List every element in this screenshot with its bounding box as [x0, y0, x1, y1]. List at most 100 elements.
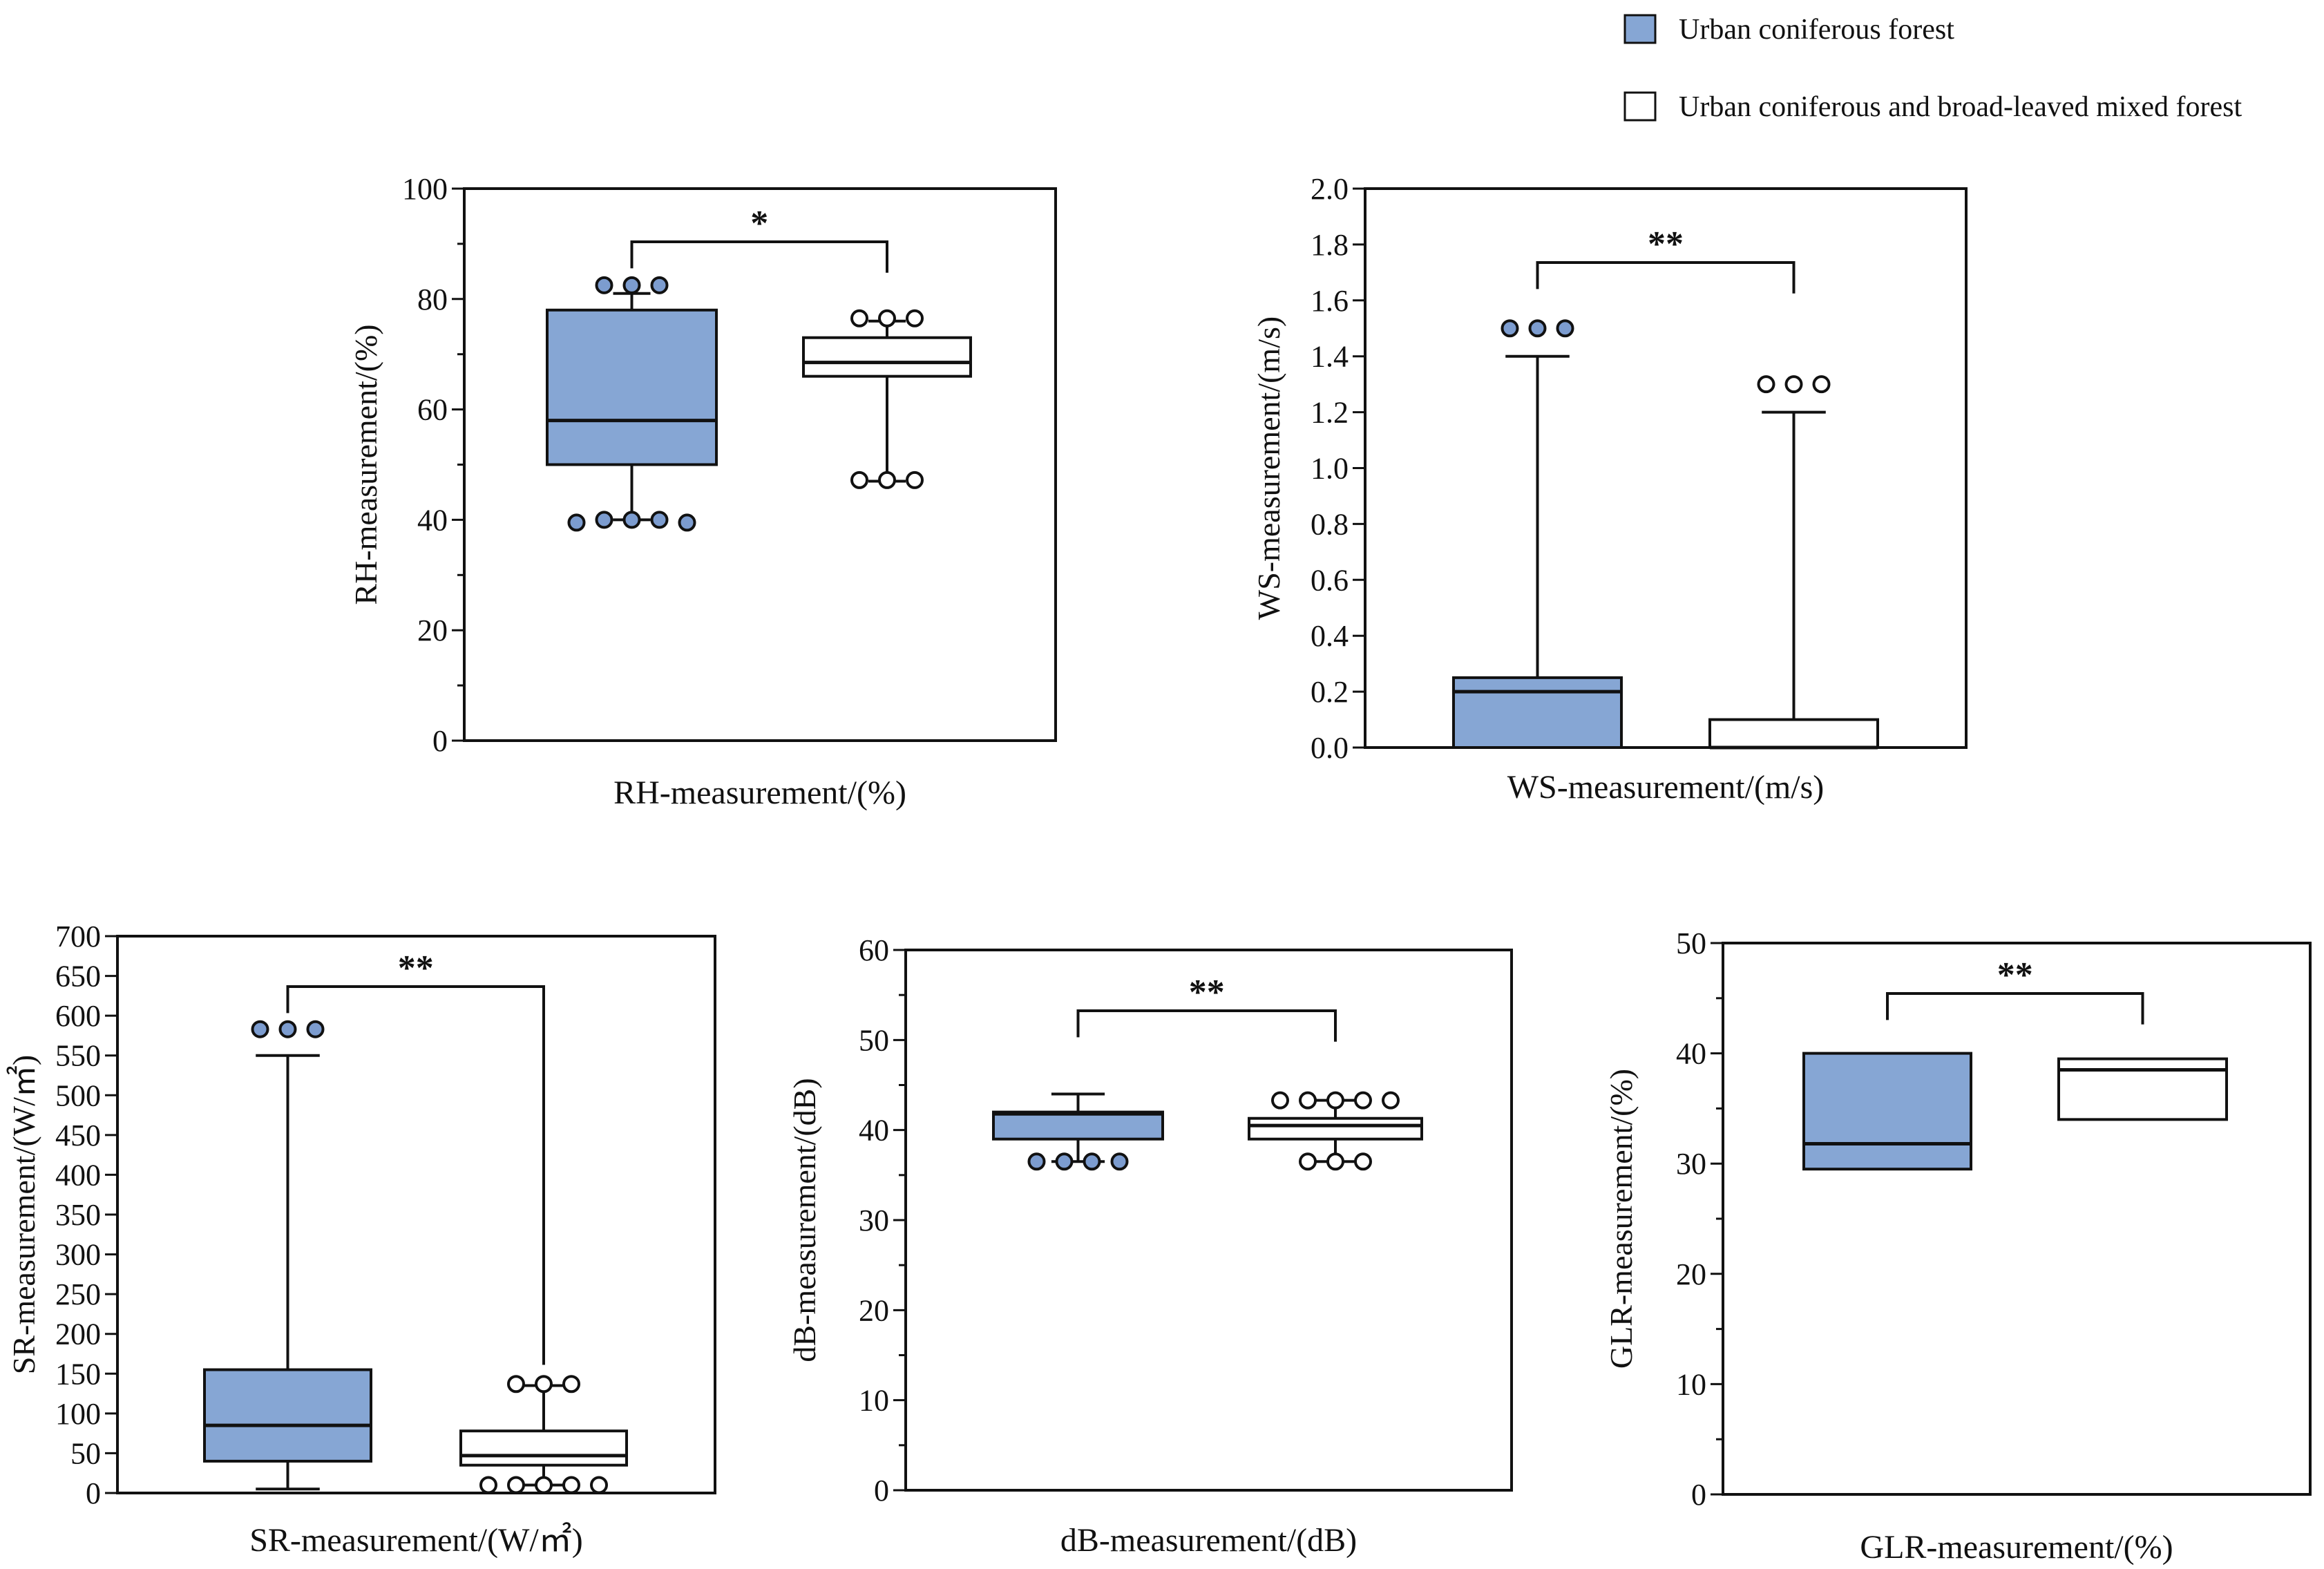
glr-box	[2057, 1057, 2228, 1121]
sr-y-tick-label: 600	[55, 999, 101, 1033]
db-y-tick-label: 50	[859, 1023, 889, 1057]
glr-y-tick-label: 10	[1676, 1367, 1706, 1401]
ws-significance-label: **	[1648, 225, 1684, 264]
sr-y-tick-label: 700	[55, 920, 101, 953]
sr-significance-label: **	[398, 949, 434, 988]
sr-y-tick-label: 250	[55, 1277, 101, 1311]
ws-y-tick-label: 0.8	[1311, 507, 1349, 541]
db-y-tick-label: 0	[874, 1474, 889, 1508]
rh-y-tick-label: 20	[417, 614, 448, 647]
db-outlier-point	[1354, 1152, 1372, 1171]
chart-ws: 0.0 0.2 0.4 0.6 0.8 1.0 1.2 1.4 1.6 1.8 2.0 WS-meas…	[1251, 172, 1968, 806]
rh-outlier-point	[906, 309, 924, 327]
db-y-tick-label: 20	[859, 1293, 889, 1327]
rh-x-axis-label: RH-measurement/(%)	[613, 774, 906, 811]
db-outlier-point	[1055, 1152, 1074, 1171]
sr-outlier-point	[590, 1476, 608, 1494]
rh-outlier-point	[595, 276, 613, 294]
ws-y-tick-label: 0.0	[1311, 731, 1349, 765]
db-outlier-point	[1299, 1152, 1317, 1171]
rh-y-tick-label: 60	[417, 393, 448, 427]
sr-y-axis-label: SR-measurement/(W/㎡)	[6, 1055, 41, 1374]
db-box	[1248, 1116, 1423, 1141]
sr-significance-bracket	[286, 985, 545, 1365]
sr-outlier-point	[562, 1375, 580, 1394]
chart-sr: 0 50 100 150 200 250 300 350 400 450 500 550 600 650 7…	[6, 920, 716, 1559]
ws-y-tick-label: 1.8	[1311, 228, 1349, 262]
sr-box-series-2	[459, 1375, 628, 1494]
glr-y-axis-label: GLR-measurement/(%)	[1603, 1069, 1639, 1369]
rh-box-series-1	[546, 276, 718, 532]
ws-y-axis-label: WS-measurement/(m/s)	[1251, 316, 1286, 620]
sr-y-tick-label: 550	[55, 1039, 101, 1073]
rh-outlier-point	[878, 309, 896, 327]
sr-y-tick-label: 0	[86, 1476, 101, 1510]
legend-swatch-coniferous	[1623, 14, 1657, 44]
db-outlier-point	[1083, 1152, 1101, 1171]
rh-y-tick-label: 80	[417, 283, 448, 316]
sr-outlier-point	[306, 1020, 325, 1038]
ws-outlier-point	[1556, 319, 1574, 338]
db-x-axis-label: dB-measurement/(dB)	[1060, 1522, 1357, 1559]
glr-y-tick-label: 20	[1676, 1257, 1706, 1291]
ws-box	[1708, 718, 1879, 750]
sr-y-tick-label: 450	[55, 1119, 101, 1152]
legend-swatch-mixed	[1623, 91, 1657, 122]
db-outlier-point	[1299, 1091, 1317, 1110]
ws-x-axis-label: WS-measurement/(m/s)	[1507, 769, 1825, 806]
rh-outlier-point	[622, 276, 641, 294]
sr-y-tick-label: 650	[55, 960, 101, 993]
db-y-tick-label: 40	[859, 1114, 889, 1148]
glr-y-tick-label: 50	[1676, 926, 1706, 960]
db-box-series-2	[1248, 1091, 1423, 1171]
rh-significance-bracket	[630, 240, 888, 273]
glr-plot-frame	[1722, 942, 2312, 1496]
sr-y-tick-label: 200	[55, 1318, 101, 1351]
ws-box	[1452, 676, 1623, 749]
sr-outlier-point	[278, 1020, 297, 1038]
rh-outlier-point	[595, 511, 613, 529]
rh-significance-label: *	[750, 204, 768, 243]
rh-outlier-point	[878, 470, 896, 489]
sr-outlier-point	[535, 1375, 553, 1394]
sr-outlier-point	[251, 1020, 269, 1038]
db-outlier-point	[1326, 1152, 1344, 1171]
sr-y-tick-label: 500	[55, 1078, 101, 1112]
sr-outlier-point	[562, 1476, 580, 1494]
ws-outlier-point	[1501, 319, 1519, 338]
chart-glr: 0 10 20 30 40 50 GLR-measurement/(%) GLR-measur…	[1603, 926, 2312, 1566]
ws-box-series-1	[1452, 319, 1623, 749]
rh-outlier-point	[850, 470, 868, 489]
ws-y-tick-label: 1.2	[1311, 396, 1349, 430]
sr-y-tick-label: 350	[55, 1198, 101, 1232]
ws-outlier-point	[1757, 375, 1775, 394]
sr-y-tick-label: 150	[55, 1357, 101, 1391]
plots: 020406080100RH-measurement/(%)RH-measure…	[6, 172, 2312, 1566]
db-box-series-1	[992, 1092, 1164, 1171]
rh-outlier-point	[678, 513, 696, 532]
glr-significance-label: **	[1997, 955, 2033, 995]
sr-y-tick-label: 100	[55, 1397, 101, 1431]
db-outlier-point	[1027, 1152, 1046, 1171]
db-outlier-point	[1382, 1091, 1400, 1110]
db-y-axis-label: dB-measurement/(dB)	[787, 1078, 822, 1362]
sr-box	[459, 1429, 628, 1467]
glr-y-tick-label: 40	[1676, 1037, 1706, 1071]
ws-box-series-2	[1708, 375, 1879, 750]
sr-y-tick-label: 50	[70, 1436, 101, 1470]
db-significance-label: **	[1189, 973, 1225, 1012]
db-outlier-point	[1326, 1091, 1344, 1110]
db-outlier-point	[1354, 1091, 1372, 1110]
glr-y-tick-label: 0	[1691, 1478, 1706, 1512]
sr-outlier-point	[507, 1375, 525, 1394]
db-outlier-point	[1110, 1152, 1129, 1171]
legend: Urban coniferous forest Urban coniferous…	[1623, 14, 2242, 123]
glr-significance-bracket	[1886, 992, 2144, 1025]
chart-db: 0 10 20 30 40 50 60 dB-measurement/(dB) dB-measu…	[787, 933, 1513, 1559]
ws-y-tick-label: 0.4	[1311, 619, 1349, 653]
db-significance-bracket	[1076, 1009, 1337, 1042]
ws-y-tick-label: 0.2	[1311, 675, 1349, 709]
ws-y-tick-label: 2.0	[1311, 172, 1349, 206]
sr-y-tick-label: 400	[55, 1158, 101, 1192]
